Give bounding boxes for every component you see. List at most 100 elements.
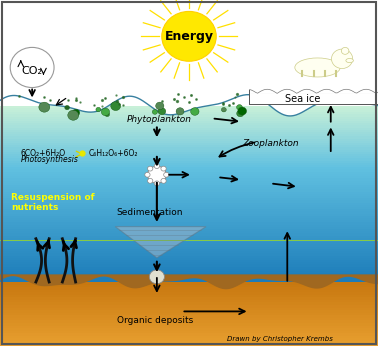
Circle shape <box>156 102 164 110</box>
Bar <box>0 150 378 152</box>
Bar <box>0 231 378 234</box>
Text: 6CO₂+6H₂O: 6CO₂+6H₂O <box>21 149 66 158</box>
Bar <box>0 297 378 300</box>
Bar <box>0 154 378 156</box>
Bar <box>0 264 378 266</box>
Bar <box>0 112 378 114</box>
Text: Photosynthesis: Photosynthesis <box>21 155 79 164</box>
Circle shape <box>164 172 169 177</box>
Bar <box>0 209 378 211</box>
Bar <box>0 284 378 287</box>
Bar <box>0 269 378 271</box>
Bar <box>0 240 378 242</box>
Bar <box>0 225 378 227</box>
Circle shape <box>145 172 150 177</box>
Circle shape <box>222 108 226 112</box>
Bar <box>0 114 378 117</box>
Bar <box>0 300 378 302</box>
Circle shape <box>341 47 349 54</box>
Bar <box>0 156 378 158</box>
Bar <box>0 318 378 320</box>
Bar <box>0 198 378 200</box>
Bar <box>0 207 378 209</box>
Bar <box>0 132 378 134</box>
Bar <box>0 203 378 205</box>
Bar <box>0 205 378 207</box>
Bar <box>0 251 378 253</box>
Bar <box>0 163 378 165</box>
Bar <box>0 255 378 258</box>
Bar <box>0 211 378 213</box>
Circle shape <box>332 49 353 69</box>
Bar <box>0 320 378 323</box>
Bar <box>0 161 378 163</box>
Circle shape <box>111 101 121 110</box>
Circle shape <box>154 181 160 186</box>
Circle shape <box>237 104 242 110</box>
Bar <box>0 227 378 229</box>
Bar <box>0 313 378 315</box>
Bar <box>0 302 378 305</box>
Bar <box>0 229 378 231</box>
Bar <box>0 200 378 203</box>
Bar <box>0 152 378 154</box>
Circle shape <box>154 164 160 169</box>
Circle shape <box>39 102 50 112</box>
Bar <box>0 238 378 240</box>
Bar <box>0 196 378 198</box>
Circle shape <box>96 107 101 112</box>
Circle shape <box>68 110 79 120</box>
Bar <box>0 222 378 225</box>
Circle shape <box>147 166 153 171</box>
Bar <box>0 260 378 262</box>
Bar <box>0 176 378 178</box>
Circle shape <box>101 108 110 116</box>
Bar <box>0 147 378 150</box>
Bar <box>0 271 378 273</box>
Circle shape <box>147 179 153 183</box>
Bar <box>0 338 378 341</box>
Bar <box>0 141 378 143</box>
Bar <box>0 344 378 346</box>
Bar <box>0 282 378 284</box>
Bar <box>0 310 378 313</box>
Bar <box>0 0 378 106</box>
Bar <box>0 216 378 218</box>
Bar <box>0 262 378 264</box>
Text: Zooplankton: Zooplankton <box>242 139 299 148</box>
Bar <box>0 194 378 196</box>
Bar <box>0 130 378 132</box>
Bar <box>0 181 378 183</box>
Circle shape <box>72 109 80 116</box>
Circle shape <box>147 166 166 183</box>
Ellipse shape <box>346 58 353 63</box>
Text: Sea ice: Sea ice <box>285 94 320 103</box>
Bar <box>0 165 378 167</box>
Circle shape <box>161 179 166 183</box>
Bar <box>0 242 378 245</box>
Bar <box>0 145 378 147</box>
Text: C₆H₁₂O₆+6O₂: C₆H₁₂O₆+6O₂ <box>89 149 138 158</box>
Bar <box>0 315 378 318</box>
Bar <box>0 247 378 249</box>
Bar <box>0 341 378 344</box>
Text: Resuspension of
nutrients: Resuspension of nutrients <box>11 193 95 212</box>
Bar <box>0 178 378 181</box>
Circle shape <box>105 112 110 117</box>
Circle shape <box>176 108 184 115</box>
Bar <box>0 245 378 247</box>
Bar <box>0 305 378 308</box>
Bar <box>0 277 378 280</box>
Text: CO₂: CO₂ <box>22 66 43 76</box>
Polygon shape <box>115 227 206 258</box>
Bar <box>0 121 378 123</box>
Bar <box>0 308 378 310</box>
Bar <box>0 236 378 238</box>
Bar <box>0 172 378 174</box>
Bar <box>0 187 378 189</box>
Bar <box>0 292 378 295</box>
Bar <box>0 331 378 333</box>
Bar <box>0 253 378 255</box>
Bar <box>0 280 378 282</box>
Bar <box>0 333 378 336</box>
